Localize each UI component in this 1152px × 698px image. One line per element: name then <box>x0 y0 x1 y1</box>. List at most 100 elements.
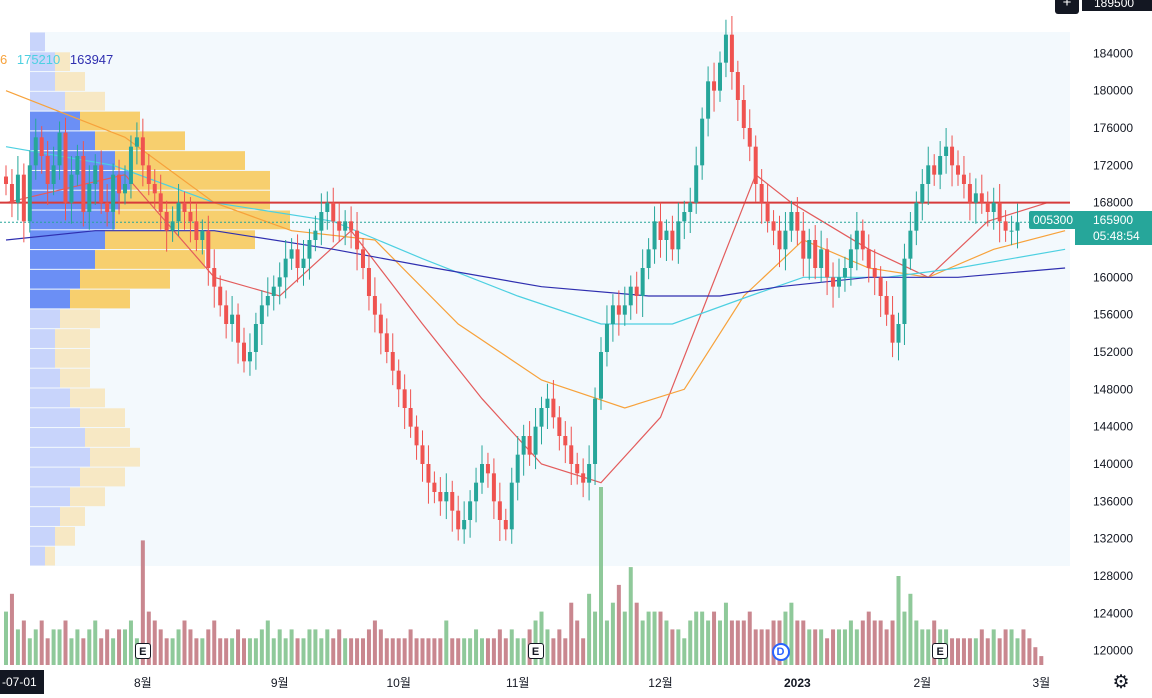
profile-down-bar <box>55 72 85 91</box>
volume-bar <box>194 638 199 665</box>
candle-body <box>878 277 883 296</box>
profile-up-bar <box>30 269 80 289</box>
add-plus-icon[interactable]: + <box>1055 0 1079 14</box>
candle-body <box>753 146 758 184</box>
time-axis[interactable]: 8월 9월 10월 11월 12월 2023 2월 3월 <box>134 676 1050 690</box>
candle-body <box>170 221 175 231</box>
candle-body <box>777 230 782 250</box>
candle-body <box>610 305 615 324</box>
volume-bar <box>735 620 740 665</box>
candle-body <box>396 370 401 390</box>
volume-bar <box>128 620 133 665</box>
candle-body <box>563 436 568 446</box>
candle-body <box>206 230 211 268</box>
candle-body <box>355 230 360 250</box>
volume-bar <box>277 629 282 665</box>
candle-body <box>741 100 746 128</box>
volume-bar <box>884 629 889 665</box>
volume-bar <box>212 620 217 665</box>
candle-body <box>854 230 859 250</box>
profile-down-bar <box>55 348 90 368</box>
candle-body <box>247 352 252 362</box>
candle-body <box>527 436 532 455</box>
volume-bar <box>789 602 794 665</box>
candle-body <box>599 352 603 399</box>
volume-bar <box>206 629 211 665</box>
volume-bar <box>837 629 841 665</box>
dividend-badge[interactable]: D <box>771 643 790 661</box>
candlesticks[interactable] <box>4 16 1020 544</box>
volume-bar <box>259 629 264 665</box>
moving-average-line <box>5 173 1048 484</box>
volume-bar <box>456 638 461 665</box>
candle-body <box>747 128 752 147</box>
candle-body <box>491 473 496 502</box>
volume-bar <box>539 611 544 665</box>
volume-bar <box>51 629 56 665</box>
volume-bar <box>75 629 80 665</box>
candle-body <box>700 118 705 166</box>
volume-bar <box>723 602 728 665</box>
profile-up-bar <box>30 487 70 507</box>
candle-body <box>622 305 627 315</box>
profile-down-bar <box>65 91 105 111</box>
candle-body <box>771 221 776 231</box>
time-tick-label: 11월 <box>506 676 530 690</box>
volume-bar <box>224 638 229 665</box>
candle-body <box>1015 222 1020 231</box>
price-tick-label: 132000 <box>1093 532 1133 546</box>
volume-bar <box>807 629 812 665</box>
volume-bar <box>462 638 467 665</box>
volume-bar <box>979 629 984 665</box>
volume-bar <box>426 638 431 665</box>
volume-bar <box>509 629 514 665</box>
price-tick-label: 144000 <box>1093 420 1133 434</box>
volume-bar <box>771 620 776 665</box>
volume-bar <box>890 620 895 665</box>
earnings-badge[interactable]: E <box>134 643 151 659</box>
candle-body <box>533 426 538 455</box>
time-tick-label: 10월 <box>387 676 411 690</box>
volume-bar <box>557 629 562 665</box>
candle-body <box>253 324 258 352</box>
candle-body <box>842 268 847 278</box>
volume-bar <box>1033 647 1038 665</box>
candle-body <box>366 268 371 296</box>
earnings-badge[interactable]: E <box>932 643 949 659</box>
candle-body <box>146 165 151 184</box>
volume-bar <box>111 638 116 665</box>
volume-bar <box>1027 638 1032 665</box>
gear-icon[interactable]: ⚙ <box>1112 672 1130 693</box>
candle-body <box>295 249 300 268</box>
bar-countdown: 05:48:54 <box>1075 228 1152 245</box>
candle-body <box>1009 230 1014 232</box>
volume-bar <box>337 629 342 665</box>
profile-down-bar <box>70 289 130 309</box>
volume-bar <box>331 638 336 665</box>
candle-body <box>474 482 479 502</box>
earnings-badge[interactable]: E <box>527 643 544 659</box>
candle-body <box>277 277 282 287</box>
profile-up-bar <box>30 250 95 269</box>
volume-bar <box>902 611 907 665</box>
profile-down-bar <box>120 190 270 210</box>
candle-body <box>63 132 68 203</box>
candle-body <box>194 221 199 240</box>
volume-bar <box>985 638 990 665</box>
candle-body <box>242 342 246 362</box>
candle-body <box>158 193 163 212</box>
volume-bar <box>932 620 937 665</box>
volume-bar <box>289 629 294 665</box>
volume-bar <box>801 620 806 665</box>
volume-bar <box>4 611 8 665</box>
candle-body <box>557 417 562 436</box>
volume-bar <box>587 593 592 665</box>
volume-bar <box>1015 638 1020 665</box>
candle-body <box>343 221 348 231</box>
candle-body <box>503 520 508 530</box>
volume-bar <box>646 611 651 665</box>
price-axis[interactable]: 1840001800001760001720001680001640001600… <box>1093 46 1133 657</box>
candle-body <box>967 184 972 203</box>
candle-body <box>349 221 354 231</box>
